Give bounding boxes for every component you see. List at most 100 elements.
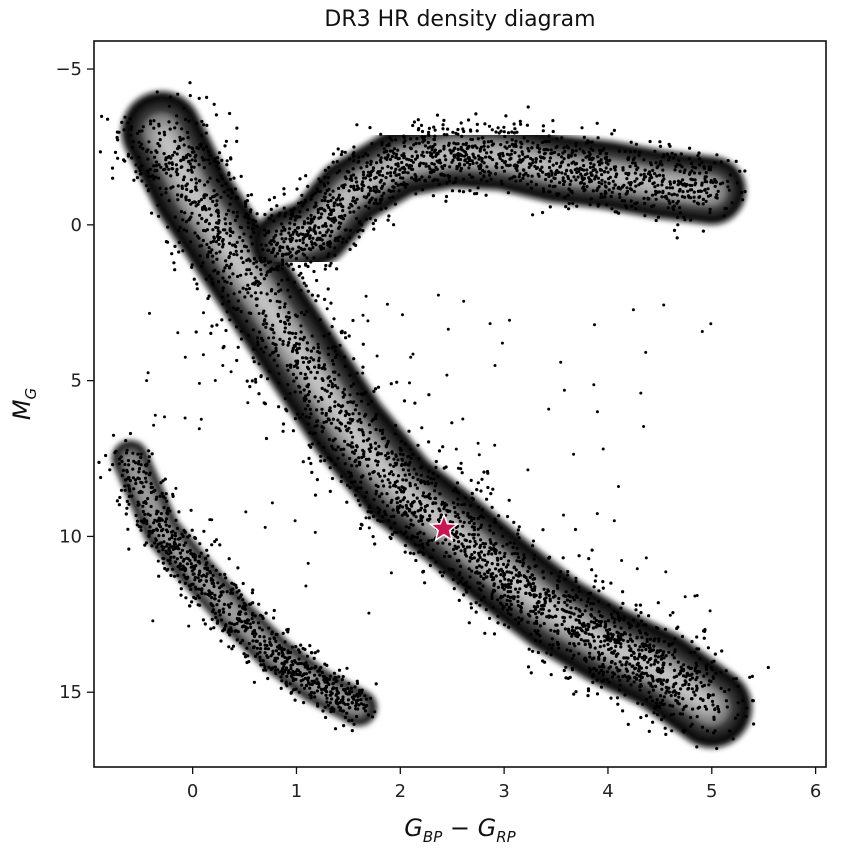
scatter-point [555, 583, 560, 588]
scatter-point [549, 628, 553, 632]
scatter-point [141, 509, 145, 514]
scatter-point [497, 514, 501, 518]
scatter-point [244, 287, 248, 291]
scatter-point [205, 95, 209, 99]
scatter-point [323, 233, 327, 237]
scatter-point [228, 111, 232, 116]
scatter-point [360, 691, 364, 695]
scatter-point [683, 195, 687, 199]
scatter-point [215, 164, 219, 168]
scatter-point [639, 715, 643, 720]
scatter-point [672, 656, 676, 660]
scatter-point [369, 443, 373, 447]
scatter-point [690, 697, 694, 701]
scatter-point [532, 593, 536, 597]
scatter-point [589, 147, 593, 151]
scatter-point [213, 611, 217, 615]
scatter-point [336, 147, 340, 151]
scatter-point [390, 451, 394, 455]
scatter-point [652, 711, 656, 715]
scatter-point [137, 166, 141, 170]
scatter-point [160, 193, 164, 197]
scatter-point [584, 631, 588, 635]
scatter-point [644, 647, 648, 652]
scatter-point [257, 330, 262, 334]
scatter-point [186, 168, 190, 172]
scatter-point [156, 510, 160, 514]
scatter-point [490, 143, 494, 147]
scatter-point [656, 183, 660, 187]
scatter-point [290, 690, 294, 694]
scatter-point [595, 692, 600, 696]
scatter-point [520, 601, 524, 606]
scatter-point [188, 548, 192, 553]
scatter-point [511, 576, 516, 580]
scatter-point [517, 525, 521, 529]
scatter-point [356, 694, 360, 699]
scatter-point [181, 178, 186, 182]
scatter-point [674, 681, 678, 686]
scatter-point [598, 148, 602, 152]
scatter-point [677, 159, 681, 163]
scatter-point [695, 647, 699, 651]
scatter-point [214, 615, 218, 620]
scatter-point [556, 629, 560, 633]
scatter-point [127, 484, 131, 488]
scatter-point [584, 627, 588, 632]
scatter-point [432, 150, 436, 154]
scatter-point [306, 678, 310, 682]
scatter-point [312, 205, 316, 209]
scatter-point [453, 510, 457, 514]
scatter-point [155, 90, 159, 94]
scatter-point [717, 710, 721, 714]
scatter-point [483, 572, 487, 576]
scatter-point [632, 680, 636, 684]
scatter-point [388, 481, 392, 485]
scatter-point [524, 576, 528, 580]
scatter-point [594, 668, 598, 672]
scatter-point [574, 141, 578, 145]
scatter-point [567, 207, 571, 211]
scatter-point [239, 174, 243, 178]
scatter-point [612, 186, 616, 190]
scatter-point [281, 262, 285, 267]
scatter-point [285, 684, 289, 688]
scatter-point [655, 649, 660, 653]
scatter-point [352, 173, 356, 177]
scatter-point [496, 621, 500, 625]
scatter-point [431, 155, 435, 159]
scatter-point [355, 464, 359, 468]
scatter-point [366, 174, 370, 178]
scatter-point [706, 187, 710, 191]
scatter-point [491, 487, 495, 491]
scatter-point [261, 322, 265, 326]
scatter-point [693, 666, 698, 670]
scatter-point [613, 624, 617, 629]
scatter-point [480, 565, 484, 569]
scatter-point [432, 477, 436, 481]
scatter-point [198, 542, 202, 546]
scatter-point [391, 189, 396, 193]
scatter-point [500, 159, 504, 163]
scatter-point [483, 122, 487, 126]
scatter-point [157, 534, 161, 538]
scatter-point [301, 338, 305, 342]
scatter-point [744, 714, 748, 718]
scatter-point [265, 322, 269, 326]
scatter-point [256, 283, 260, 287]
scatter-point [322, 420, 326, 424]
scatter-point [252, 634, 257, 639]
scatter-point [680, 165, 684, 169]
scatter-point [294, 331, 298, 336]
scatter-point [225, 159, 229, 163]
scatter-point [262, 668, 266, 672]
scatter-point [393, 480, 397, 484]
scatter-point [336, 196, 341, 200]
scatter-point [403, 463, 407, 467]
scatter-point [202, 583, 206, 587]
scatter-point [377, 153, 381, 157]
scatter-point [222, 344, 226, 349]
scatter-point [225, 280, 229, 284]
scatter-point [656, 655, 660, 659]
scatter-point [622, 615, 626, 619]
